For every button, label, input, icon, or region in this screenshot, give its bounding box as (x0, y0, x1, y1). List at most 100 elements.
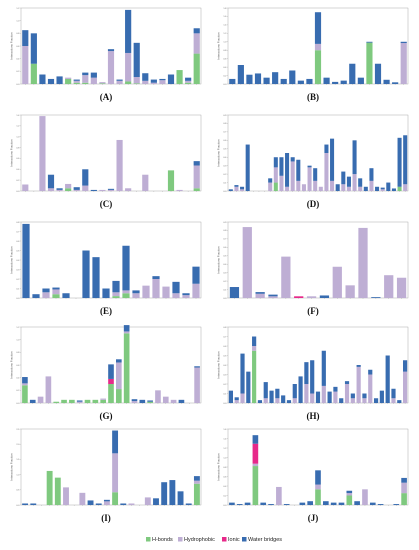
bar-segment (155, 390, 161, 403)
bar-segment (234, 400, 239, 403)
y-tick-label: 0.8 (223, 327, 227, 329)
y-tick-label: 1.2 (223, 448, 227, 450)
y-tick-label: 1.0 (16, 474, 20, 476)
bar-segment (283, 504, 290, 505)
bar-segment (352, 140, 357, 175)
bar-segment (290, 161, 295, 191)
bar-segment (90, 189, 97, 191)
bar-segment (65, 183, 72, 189)
chart-panel: 0.0 0.1 0.2 0.3 0.4 0.5 0.6 0.7 0.8 0.9 Interactio… (217, 114, 409, 209)
plot-frame (227, 114, 409, 192)
bar-segment (52, 289, 60, 295)
bar-segment (401, 477, 407, 483)
bar-segment (290, 157, 295, 162)
bar-segment (279, 157, 284, 176)
bar-segment (242, 227, 252, 298)
y-tick-label: 0.0 (223, 84, 227, 86)
y-tick-label: 0.1 (223, 289, 227, 291)
bar-segment (401, 493, 407, 505)
bar-segment (315, 484, 321, 490)
bar-segment (346, 495, 353, 505)
bar-segment (323, 501, 329, 505)
bar-segment (150, 79, 157, 83)
y-tick-label: 1.0 (223, 457, 227, 459)
bar-segment (307, 501, 313, 505)
y-tick-label: 2.5 (16, 429, 20, 431)
bar-segment (344, 384, 350, 403)
bar-segment (252, 463, 259, 467)
bar-segment (122, 245, 130, 291)
bar-segment (273, 182, 278, 191)
panel-label: (J) (308, 513, 319, 523)
bar-segment (125, 9, 132, 53)
panel-label: (I) (101, 513, 111, 523)
y-tick-label: 0.0 (223, 403, 227, 405)
bar-segment (125, 52, 132, 82)
y-tick-label: 1.4 (223, 25, 227, 27)
bar-segment (177, 491, 184, 505)
bar-segment (338, 502, 345, 505)
bar-segment (268, 178, 273, 183)
bar-segment (263, 398, 268, 403)
bar-segment (46, 470, 53, 505)
y-tick-label: 0.8 (16, 222, 20, 224)
bar-segment (310, 393, 315, 403)
bar-segment (392, 82, 399, 84)
legend-item: Hydrophobic (184, 537, 215, 543)
bar-segment (362, 398, 367, 403)
bar-segment (228, 189, 233, 191)
plot-frame (227, 221, 409, 299)
panel-label: (G) (100, 411, 113, 421)
bar-segment (56, 188, 63, 190)
bar-segment (397, 186, 402, 191)
bar-segment (304, 384, 309, 403)
bar-segment (346, 176, 351, 187)
bar-segment (22, 383, 28, 386)
bar-segment (22, 30, 29, 46)
bar-segment (332, 266, 342, 298)
bar-segment (193, 480, 200, 484)
bar-segment (42, 292, 50, 298)
bar-segment (391, 188, 396, 191)
bar-segment (92, 399, 99, 403)
bar-segment (79, 492, 86, 505)
bar-segment (294, 296, 304, 298)
panel-label: (D) (307, 199, 320, 209)
bar-segment (272, 72, 279, 84)
bar-segment (240, 186, 245, 190)
bar-segment (172, 281, 180, 294)
bar-segment (400, 43, 407, 84)
y-tick-label: 0.7 (223, 132, 227, 134)
bar-segment (333, 386, 338, 392)
bar-segment (263, 77, 270, 84)
legend-swatch (242, 537, 247, 542)
bar-segment (73, 82, 80, 84)
bar-segment (107, 49, 115, 52)
bar-segment (254, 73, 262, 84)
panel-label: (A) (100, 92, 113, 102)
bar-segment (332, 81, 339, 84)
bar-segment (314, 50, 322, 84)
bar-segment (103, 501, 110, 505)
bar-segment (234, 186, 239, 191)
bar-segment (401, 482, 407, 494)
chart-panel: 0.0 0.2 0.4 0.6 0.8 1.0 1.2 1.4 1.6 Interactions … (217, 429, 409, 523)
panel-label: (E) (100, 306, 112, 316)
bar-segment (142, 285, 150, 298)
bar-segment (65, 78, 72, 84)
y-tick-label: 0.4 (223, 264, 227, 266)
bar-segment (73, 79, 80, 81)
bar-segment (245, 144, 250, 191)
bar-segment (39, 74, 46, 84)
bar-segment (356, 365, 361, 367)
bar-segment (257, 400, 263, 403)
bar-segment (56, 76, 63, 84)
bar-segment (229, 287, 240, 298)
bar-segment (391, 388, 396, 399)
bar-segment (350, 398, 355, 403)
y-tick-label: 0.6 (16, 365, 20, 367)
bar-segment (324, 153, 329, 191)
bar-segment (358, 227, 368, 298)
y-tick-label: 0.8 (16, 352, 20, 354)
y-tick-label: 0.0 (16, 84, 20, 86)
